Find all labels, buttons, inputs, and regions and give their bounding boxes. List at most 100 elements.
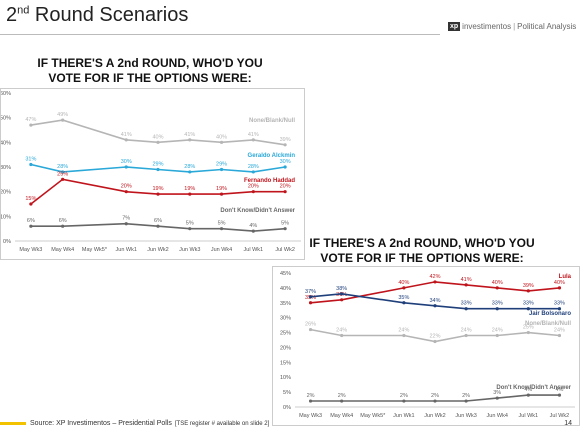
chart1-data-label: 39% — [280, 137, 291, 143]
chart1-point — [283, 165, 287, 169]
chart1-data-label: 29% — [216, 161, 227, 167]
chart1-xtick: Jun Wk4 — [211, 247, 232, 253]
chart1-point — [61, 177, 65, 181]
chart1-data-label: 7% — [122, 216, 130, 222]
chart1-point — [29, 202, 33, 206]
chart1-data-label: 41% — [121, 132, 132, 138]
chart1-title: IF THERE'S A 2nd ROUND, WHO'D YOU VOTE F… — [37, 56, 263, 85]
chart1-series-line — [30, 178, 286, 205]
chart2-title: IF THERE'S A 2nd ROUND, WHO'D YOU VOTE F… — [309, 236, 535, 265]
chart1-ytick: 30% — [1, 165, 11, 171]
chart2-data-label: 24% — [398, 328, 409, 334]
chart1-point — [156, 224, 160, 228]
chart2-data-label: 40% — [492, 280, 503, 286]
chart2-ytick: 20% — [280, 345, 291, 351]
chart2-data-label: 38% — [336, 286, 347, 292]
page-number: 14 — [564, 420, 572, 427]
chart2-point — [308, 327, 313, 332]
chart1-point — [219, 140, 224, 144]
chart2-data-label: 35% — [398, 295, 409, 301]
chart2-point — [495, 333, 499, 338]
chart1-point — [61, 224, 65, 228]
footer-source: Source: XP Investimentos – Presidential … — [0, 420, 269, 427]
chart2-xtick: May Wk5* — [360, 413, 386, 419]
chart2-point — [495, 286, 499, 290]
chart2-series-label: Lula — [559, 274, 572, 280]
chart1-xtick: May Wk3 — [19, 247, 42, 253]
chart2-data-label: 3% — [493, 390, 501, 396]
chart1-series-line — [30, 163, 286, 173]
chart2-point — [402, 333, 406, 338]
chart2-ytick: 15% — [280, 360, 291, 366]
chart1-point — [283, 190, 287, 194]
chart1-point — [188, 192, 192, 196]
chart1-data-label: 20% — [248, 184, 259, 190]
chart2-point — [557, 286, 562, 290]
chart2-data-label: 4% — [524, 387, 532, 393]
chart2-xtick: Jun Wk4 — [487, 413, 508, 419]
chart1-series-line — [30, 119, 286, 146]
chart2-point — [433, 339, 437, 344]
chart1-point — [219, 167, 224, 172]
chart2-panel: 0% 5% 10% 15% 20% 25% 30% 35% 40% 45% May Wk3 May W… — [272, 266, 580, 426]
chart2-data-label: 41% — [461, 277, 472, 283]
chart2-point — [433, 304, 437, 308]
chart2-ytick: 25% — [280, 331, 291, 337]
chart1-data-label: 41% — [248, 132, 259, 138]
chart2-data-label: 22% — [429, 333, 440, 339]
chart1-point — [156, 167, 160, 172]
chart2-series-line — [310, 328, 560, 343]
chart1-point — [219, 192, 224, 196]
chart2-data-label: 39% — [523, 283, 534, 289]
chart2-data-label: 25% — [523, 325, 534, 331]
chart1-point — [124, 165, 128, 169]
chart2-point — [340, 298, 344, 302]
chart2-point — [402, 286, 406, 290]
chart1-data-label: 5% — [218, 221, 226, 227]
chart1-point — [251, 138, 255, 142]
source-text: Source: XP Investimentos – Presidential … — [30, 420, 172, 427]
chart2-point — [464, 333, 468, 338]
xp-logo-icon: xp — [448, 22, 461, 31]
chart1-series-label: Fernando Haddad — [244, 178, 295, 184]
chart1-data-label: 6% — [27, 218, 35, 224]
chart2-series-label: Don't Know/Didn't Answer — [496, 385, 571, 391]
chart1-point — [124, 190, 128, 194]
chart1-ytick: 50% — [1, 116, 11, 122]
brand-divider: | — [513, 22, 516, 31]
chart1-series-label: Don't Know/Didn't Answer — [220, 208, 295, 214]
chart2-point — [340, 333, 344, 338]
chart1-ytick: 40% — [1, 140, 11, 146]
chart2-point — [526, 393, 530, 397]
chart1-point — [156, 140, 160, 144]
chart1-data-label: 41% — [184, 132, 195, 138]
chart1-xtick: Jun Wk2 — [147, 247, 168, 253]
chart1-data-label: 20% — [121, 184, 132, 190]
chart2-point — [340, 399, 344, 403]
chart2-data-label: 2% — [431, 393, 439, 399]
chart2-point — [464, 283, 468, 287]
chart1-ytick: 60% — [1, 91, 11, 97]
chart1-series-label: Geraldo Alckmin — [248, 153, 296, 159]
chart2-point — [495, 396, 499, 400]
chart2-point — [308, 301, 313, 305]
chart1-data-label: 29% — [152, 161, 163, 167]
chart1-data-label: 4% — [249, 223, 257, 229]
chart2-series-label: Jair Bolsonaro — [529, 311, 571, 317]
chart1-data-label: 49% — [57, 112, 68, 118]
chart2-point — [526, 330, 530, 335]
chart2-series-line — [310, 281, 560, 304]
chart2-data-label: 33% — [554, 301, 565, 307]
chart1-data-label: 6% — [154, 218, 162, 224]
chart1-data-label: 5% — [281, 221, 289, 227]
chart2-xtick: May Wk4 — [330, 413, 353, 419]
chart2-point — [340, 292, 344, 296]
chart1-svg: 0% 10% 20% 30% 40% 50% 60% May Wk3 May Wk4 May Wk… — [0, 91, 301, 253]
chart1-ytick: 10% — [1, 214, 11, 220]
chart1-point — [188, 170, 192, 174]
chart1-data-label: 19% — [216, 186, 227, 192]
chart1-point — [188, 138, 192, 142]
chart1-point — [283, 143, 287, 147]
chart2-point — [557, 307, 562, 311]
chart2-data-label: 37% — [305, 289, 316, 295]
